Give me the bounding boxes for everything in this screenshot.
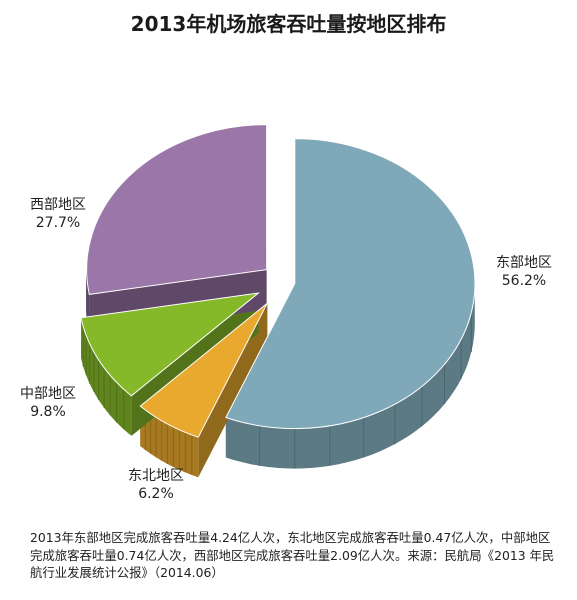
label-west-name: 西部地区 [30,197,86,213]
slice-central [80,292,261,397]
chart-title: 2013年机场旅客吞吐量按地区排布 [130,12,447,36]
label-west-value: 27.7% [35,215,81,231]
source-footnote: 2013年东部地区完成旅客吞吐量4.24亿人次，东北地区完成旅客吞吐量0.47亿… [30,530,555,580]
slice-central-side-0 [81,317,132,436]
slice-northeast-side-0 [140,406,199,478]
label-central: 中部地区 9.8% [20,385,76,421]
label-northeast-name: 东北地区 [128,468,184,484]
label-northeast-value: 6.2% [138,486,174,502]
slice-west [86,124,268,295]
label-central-value: 9.8% [30,404,66,420]
label-east-value: 56.2% [501,273,547,289]
label-west: 西部地区 27.7% [30,196,86,232]
slice-east [225,138,476,430]
label-central-name: 中部地区 [20,386,76,402]
pie-tops [80,124,476,438]
label-east-name: 东部地区 [496,255,552,271]
slice-northeast [139,302,268,438]
label-east: 东部地区 56.2% [496,254,552,290]
label-northeast: 东北地区 6.2% [128,467,184,503]
slice-east-side-0 [225,283,475,469]
